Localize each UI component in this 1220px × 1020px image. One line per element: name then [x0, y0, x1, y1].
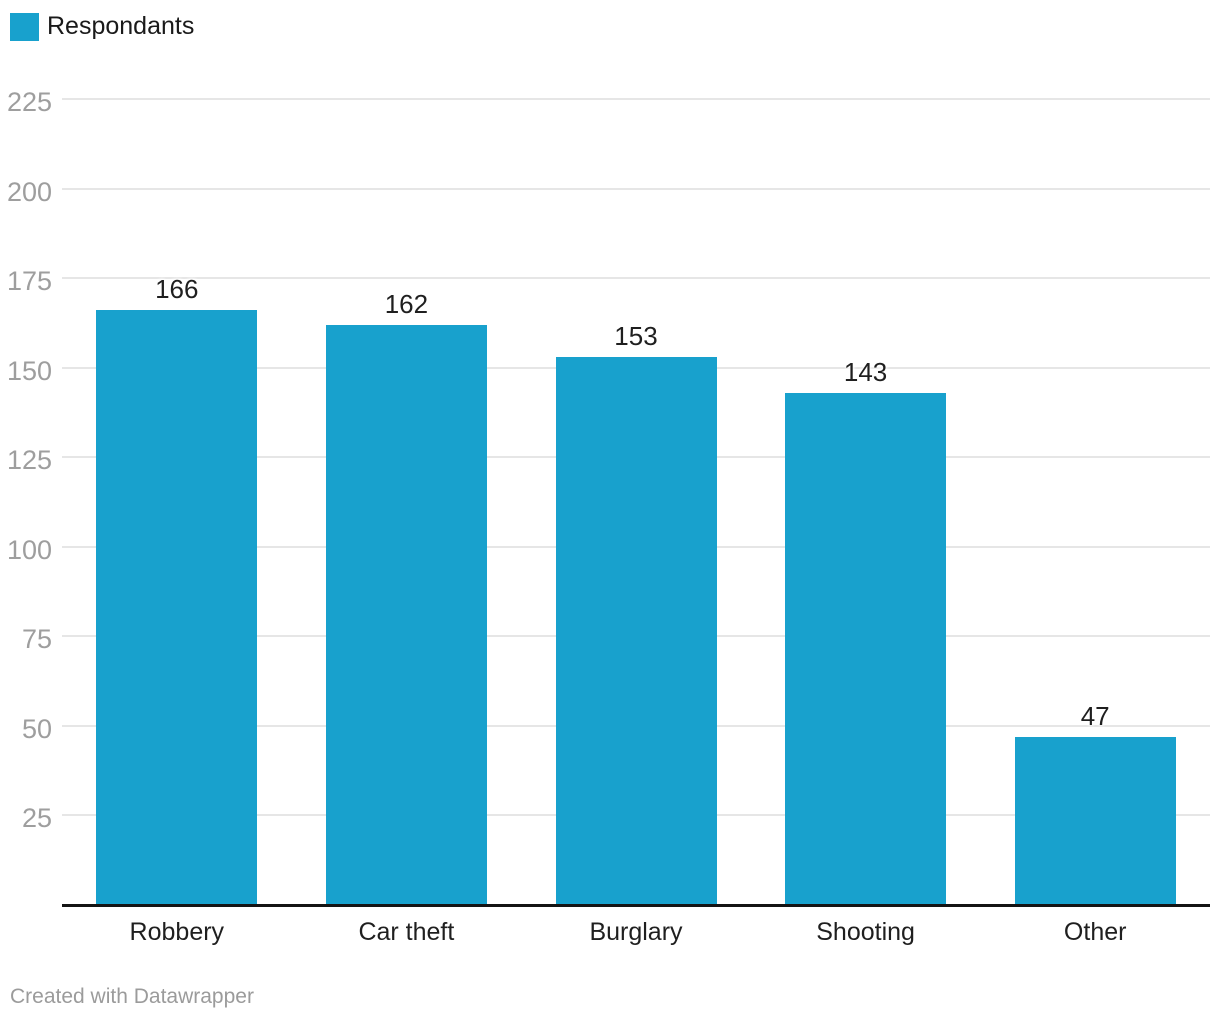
datawrapper-credit: Created with Datawrapper — [10, 985, 254, 1008]
y-tick-label: 225 — [6, 87, 52, 117]
y-tick-label: 150 — [6, 355, 52, 386]
y-tick-label: 25 — [21, 803, 52, 834]
y-tick-label: 200 — [6, 176, 52, 207]
value-label: 47 — [1080, 700, 1110, 731]
category-label: Burglary — [589, 918, 683, 946]
legend: Respondants — [10, 13, 194, 41]
gridline — [62, 277, 1210, 280]
legend-label: Respondants — [47, 11, 195, 40]
value-label: 162 — [384, 288, 429, 319]
bar-car-theft[interactable] — [325, 324, 487, 907]
category-label: Other — [1063, 918, 1127, 946]
value-label: 143 — [843, 356, 888, 387]
y-tick-label: 100 — [6, 534, 52, 565]
value-label: 153 — [614, 320, 658, 351]
bar-other[interactable] — [1014, 736, 1176, 907]
bar-burglary[interactable] — [555, 356, 717, 907]
x-axis-line — [62, 904, 1210, 907]
y-tick-label: 125 — [6, 445, 52, 476]
gridline — [62, 187, 1210, 190]
category-label: Robbery — [129, 918, 225, 946]
legend-swatch — [10, 13, 39, 41]
category-label: Shooting — [816, 918, 915, 946]
y-tick-label: 50 — [21, 713, 52, 744]
bar-robbery[interactable] — [96, 310, 258, 907]
bar-shooting[interactable] — [785, 392, 947, 907]
category-label: Car theft — [358, 918, 455, 946]
gridline — [62, 98, 1210, 100]
value-label: 166 — [155, 274, 199, 305]
y-tick-label: 175 — [6, 266, 52, 297]
y-tick-label: 75 — [21, 624, 52, 655]
